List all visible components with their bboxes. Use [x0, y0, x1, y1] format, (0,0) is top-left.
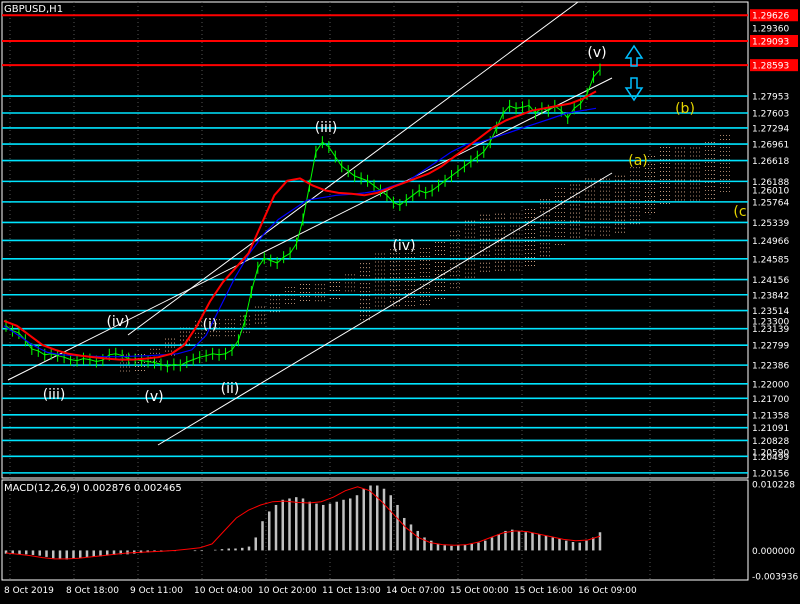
y-axis-label: 1.21358 — [752, 411, 789, 421]
fast-ma-line — [3, 90, 597, 361]
y-axis-label: 1.22386 — [752, 362, 789, 372]
macd-axis-label: -0.003936 — [752, 573, 798, 583]
y-axis-label: 1.20590 — [752, 448, 789, 458]
y-axis-label: 1.26961 — [752, 141, 789, 151]
y-axis-label: 1.26618 — [752, 157, 789, 167]
channel-lower-line — [157, 172, 613, 446]
y-axis-label: 1.24966 — [752, 237, 789, 247]
wave-label: (iv) — [106, 314, 129, 330]
y-axis-label: 1.27603 — [752, 110, 789, 120]
x-tick-label: 9 Oct 11:00 — [130, 586, 183, 596]
wave-label: (iv) — [392, 238, 415, 254]
wave-label: (ii) — [221, 381, 240, 397]
y-axis-label: 1.23300 — [752, 317, 789, 327]
y-axis-label: 1.21091 — [752, 424, 789, 434]
up-arrow-icon — [624, 44, 644, 67]
red-price-label-bg — [750, 34, 798, 47]
x-tick-label: 16 Oct 09:00 — [578, 586, 637, 596]
x-tick-label: 15 Oct 16:00 — [514, 586, 573, 596]
y-axis-label: 1.23514 — [752, 307, 789, 317]
y-axis-label: 1.20156 — [752, 469, 789, 479]
down-arrow-icon — [624, 77, 644, 102]
x-tick-label: 8 Oct 18:00 — [66, 586, 119, 596]
macd-axis-label: 0.000000 — [752, 547, 795, 557]
abc-label: (c — [733, 204, 746, 220]
y-axis-label: 1.25764 — [752, 198, 789, 208]
wave-label: (iii) — [315, 120, 338, 136]
wave-label: (iii) — [43, 387, 66, 403]
y-axis-label: 1.26188 — [752, 178, 789, 188]
macd-title: MACD(12,26,9) 0.002876 0.002465 — [4, 483, 182, 494]
x-tick-label: 14 Oct 07:00 — [386, 586, 445, 596]
y-axis-label: 1.23842 — [752, 291, 789, 301]
x-tick-label: 8 Oct 2019 — [4, 586, 54, 596]
y-axis-label: 1.25339 — [752, 219, 789, 229]
red-price-label: 1.29626 — [752, 12, 789, 22]
wave-label: (i) — [203, 317, 218, 333]
abc-label: (a) — [628, 153, 648, 169]
x-tick-label: 15 Oct 00:00 — [450, 586, 509, 596]
macd-axis-label: 0.010228 — [752, 481, 795, 491]
wave-label: (v) — [144, 389, 163, 405]
symbol-title: GBPUSD,H1 — [4, 4, 64, 15]
x-tick-label: 10 Oct 20:00 — [258, 586, 317, 596]
y-axis-label: 1.22000 — [752, 380, 789, 390]
y-axis-label: 1.24156 — [752, 276, 789, 286]
y-axis-label: 1.26010 — [752, 186, 789, 196]
x-tick-label: 11 Oct 13:00 — [322, 586, 381, 596]
red-price-label: 1.29093 — [752, 37, 789, 47]
x-tick-label: 10 Oct 04:00 — [194, 586, 253, 596]
macd-signal-line — [5, 486, 601, 560]
y-axis-label: 1.22799 — [752, 342, 789, 352]
y-axis-label: 1.21700 — [752, 395, 789, 405]
abc-label: (b) — [675, 101, 695, 117]
wave-label: (v) — [587, 45, 606, 61]
red-price-label: 1.28593 — [752, 62, 789, 72]
channel-mid-line — [7, 77, 613, 381]
y-axis-label: 1.27294 — [752, 124, 789, 134]
y-axis-label: 1.24585 — [752, 255, 789, 265]
y-axis-label: 1.29360 — [752, 25, 789, 35]
red-price-label-bg — [750, 59, 798, 72]
macd-frame — [1, 479, 749, 581]
y-axis-label: 1.20828 — [752, 437, 789, 447]
channel-upper-line — [127, 1, 579, 336]
y-axis-label: 1.23139 — [752, 325, 789, 335]
red-price-label-bg — [750, 9, 798, 22]
slow-ma-line — [3, 107, 597, 358]
y-axis-label: 1.20499 — [752, 453, 789, 463]
y-axis-label: 1.27953 — [752, 93, 789, 103]
